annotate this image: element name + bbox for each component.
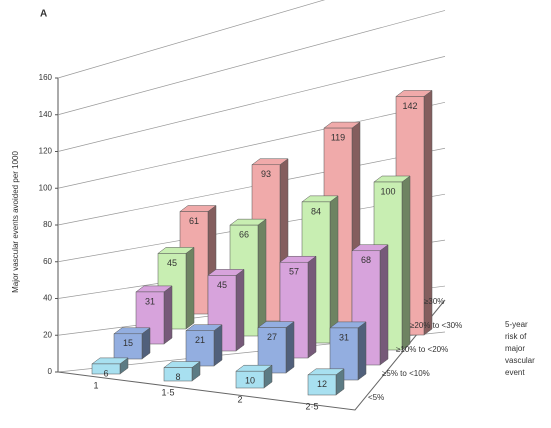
y-tick-label: 60 [43, 257, 52, 266]
x-tick-label: 1 [93, 380, 98, 390]
y-tick-label: 160 [39, 73, 53, 82]
data-label: 93 [261, 169, 271, 179]
data-label: 84 [311, 206, 321, 216]
grid-line [57, 147, 446, 226]
y-tick-label: 40 [43, 294, 52, 303]
grid-line [57, 56, 446, 152]
bar [163, 367, 193, 382]
data-label: 12 [317, 379, 327, 389]
depth-tick-label: ≥5% to <10% [382, 369, 430, 378]
y-tick-label: 20 [43, 330, 52, 339]
bar [91, 363, 121, 375]
bar-side [307, 255, 317, 359]
y-tick-label: 100 [39, 183, 53, 192]
bar [113, 333, 143, 360]
depth-tick-label: ≥30% [424, 297, 444, 306]
bar-side [213, 324, 223, 367]
bar-side [285, 321, 295, 374]
depth-tick-label: ≥20% to <30% [410, 321, 462, 330]
data-label: 31 [145, 296, 155, 306]
depth-axis-title: major [505, 344, 525, 353]
data-label: 68 [361, 255, 371, 265]
data-label: 61 [189, 216, 199, 226]
bar [307, 374, 337, 396]
data-label: 142 [402, 101, 417, 111]
grid-line [57, 101, 446, 189]
y-tick-label: 0 [48, 367, 53, 376]
bar-side [235, 268, 245, 352]
data-label: 15 [123, 338, 133, 348]
data-label: 119 [331, 132, 345, 142]
depth-axis-title: 5-year [505, 320, 528, 329]
depth-tick-label: ≥10% to <20% [396, 345, 448, 354]
x-tick-label: 2·5 [305, 401, 318, 411]
y-tick-label: 120 [39, 147, 53, 156]
data-label: 21 [195, 335, 205, 345]
grid-line [57, 0, 326, 79]
data-label: 57 [289, 267, 299, 277]
data-label: 66 [239, 229, 249, 239]
bar [235, 370, 265, 389]
data-label: 8 [175, 372, 180, 382]
grid-line [57, 10, 446, 116]
depth-axis-title: event [505, 368, 525, 377]
data-label: 45 [217, 280, 227, 290]
y-tick-label: 140 [39, 110, 53, 119]
bar-side [379, 244, 389, 366]
bar-side [357, 321, 367, 381]
floor-edge [57, 299, 446, 411]
y-axis-title: Major vascular events avoided per 1000 [11, 151, 20, 293]
data-label: 31 [339, 332, 349, 342]
y-tick-label: 80 [43, 220, 52, 229]
data-label: 45 [167, 258, 177, 268]
data-label: 100 [380, 186, 395, 196]
bar-side [401, 175, 411, 351]
bar-side [163, 285, 173, 345]
bar-side [257, 218, 267, 337]
panel-label: A [40, 9, 47, 20]
x-tick-label: 2 [237, 394, 242, 404]
bar-side [329, 195, 339, 344]
data-label: 6 [103, 368, 108, 378]
depth-tick-label: <5% [368, 393, 384, 402]
bar-side [185, 246, 195, 330]
data-label: 27 [267, 332, 277, 342]
depth-axis-title: vascular [505, 356, 535, 365]
data-label: 10 [245, 376, 255, 386]
x-tick-label: 1·5 [161, 387, 174, 397]
depth-axis-title: risk of [505, 332, 527, 341]
